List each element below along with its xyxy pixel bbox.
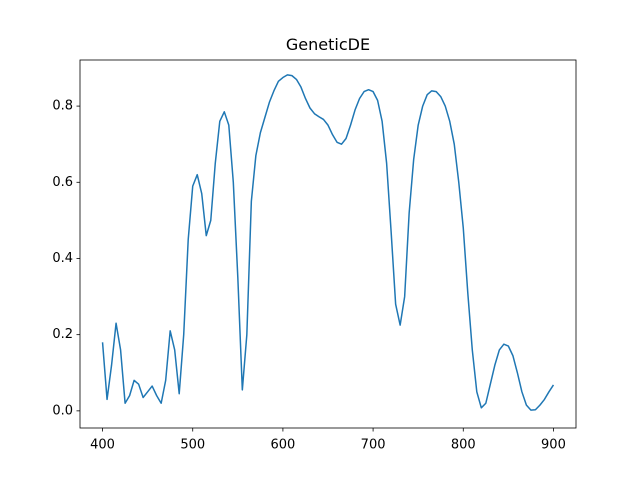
x-tick-label: 700 [361,438,386,453]
x-tick-label: 900 [541,438,566,453]
y-tick-label: 0.4 [52,251,73,266]
x-tick-label: 500 [180,438,205,453]
y-tick-label: 0.6 [52,175,73,190]
plot-frame [79,59,577,429]
y-tick-label: 0.2 [52,327,73,342]
chart-title: GeneticDE [286,35,370,54]
y-tick-label: 0.8 [52,99,73,114]
y-tick-label: 0.0 [52,403,73,418]
x-tick-label: 600 [270,438,295,453]
x-tick-label: 400 [90,438,115,453]
data-line [101,74,555,411]
x-tick-label: 800 [451,438,476,453]
